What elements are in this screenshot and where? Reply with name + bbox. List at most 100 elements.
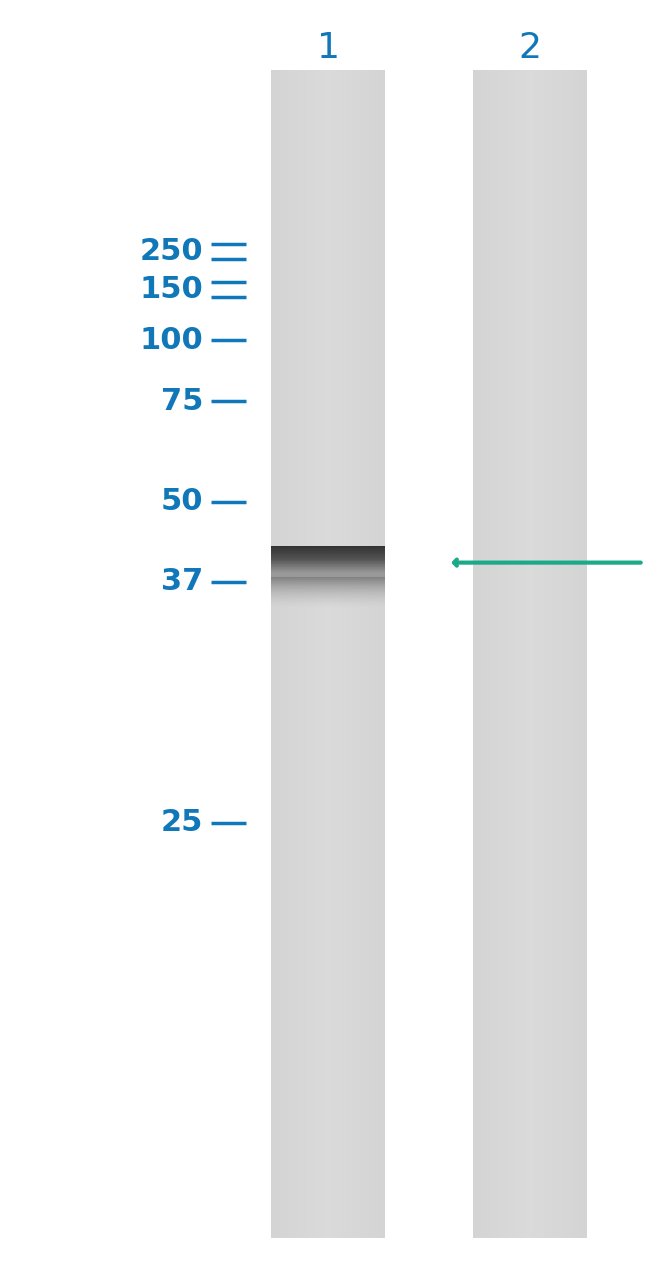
Bar	[514, 70, 515, 1238]
Bar	[505, 70, 506, 1238]
Bar	[353, 70, 354, 1238]
Bar	[332, 70, 333, 1238]
Bar	[307, 70, 308, 1238]
Bar	[373, 70, 374, 1238]
Bar	[541, 70, 542, 1238]
Bar	[490, 70, 491, 1238]
Bar	[294, 70, 295, 1238]
Text: 50: 50	[161, 488, 203, 516]
Bar	[326, 70, 328, 1238]
Bar	[335, 70, 336, 1238]
Bar	[328, 70, 329, 1238]
Bar	[510, 70, 511, 1238]
Bar	[480, 70, 482, 1238]
Bar	[376, 70, 378, 1238]
Bar	[567, 70, 569, 1238]
Bar	[527, 70, 528, 1238]
Bar	[501, 70, 502, 1238]
Bar	[522, 70, 523, 1238]
Bar	[322, 70, 324, 1238]
Bar	[547, 70, 548, 1238]
Bar	[358, 70, 359, 1238]
Bar	[513, 70, 514, 1238]
Bar	[374, 70, 376, 1238]
Bar	[384, 70, 385, 1238]
Text: 250: 250	[140, 237, 203, 265]
Bar	[482, 70, 484, 1238]
Bar	[560, 70, 561, 1238]
Bar	[336, 70, 337, 1238]
Bar	[544, 70, 545, 1238]
Bar	[562, 70, 563, 1238]
Bar	[296, 70, 297, 1238]
Bar	[308, 70, 309, 1238]
Bar	[546, 70, 547, 1238]
Bar	[357, 70, 358, 1238]
Bar	[491, 70, 492, 1238]
Bar	[484, 70, 485, 1238]
Bar	[525, 70, 526, 1238]
Bar	[361, 70, 363, 1238]
Bar	[509, 70, 510, 1238]
Bar	[493, 70, 494, 1238]
Bar	[309, 70, 310, 1238]
Bar	[515, 70, 517, 1238]
Bar	[487, 70, 488, 1238]
Bar	[532, 70, 534, 1238]
Bar	[313, 70, 314, 1238]
Bar	[273, 70, 274, 1238]
Bar	[302, 70, 303, 1238]
Bar	[534, 70, 536, 1238]
Bar	[580, 70, 581, 1238]
Bar	[571, 70, 573, 1238]
Bar	[542, 70, 543, 1238]
Bar	[371, 70, 372, 1238]
Bar	[338, 70, 339, 1238]
Bar	[512, 70, 513, 1238]
Bar	[354, 70, 355, 1238]
Bar	[310, 70, 311, 1238]
Bar	[552, 70, 553, 1238]
Bar	[519, 70, 520, 1238]
Bar	[274, 70, 275, 1238]
Bar	[518, 70, 519, 1238]
Bar	[293, 70, 294, 1238]
Bar	[301, 70, 302, 1238]
Bar	[517, 70, 518, 1238]
Bar	[315, 70, 316, 1238]
Bar	[378, 70, 380, 1238]
Bar	[295, 70, 296, 1238]
Bar	[311, 70, 312, 1238]
Bar	[350, 70, 351, 1238]
Bar	[578, 70, 579, 1238]
Bar	[555, 70, 556, 1238]
Bar	[351, 70, 352, 1238]
Bar	[372, 70, 373, 1238]
Bar	[278, 70, 279, 1238]
Bar	[566, 70, 567, 1238]
Bar	[320, 70, 322, 1238]
Bar	[279, 70, 280, 1238]
Bar	[551, 70, 552, 1238]
Bar	[584, 70, 585, 1238]
Text: 150: 150	[140, 276, 203, 304]
Bar	[583, 70, 584, 1238]
Bar	[382, 70, 384, 1238]
Bar	[334, 70, 335, 1238]
Bar	[545, 70, 546, 1238]
Bar	[298, 70, 299, 1238]
Bar	[486, 70, 487, 1238]
Text: 25: 25	[161, 809, 203, 837]
Bar	[329, 70, 330, 1238]
Bar	[492, 70, 493, 1238]
Text: 1: 1	[317, 32, 340, 65]
Bar	[363, 70, 364, 1238]
Bar	[291, 70, 292, 1238]
Bar	[538, 70, 539, 1238]
Bar	[347, 70, 348, 1238]
Bar	[502, 70, 503, 1238]
Bar	[497, 70, 499, 1238]
Bar	[368, 70, 369, 1238]
Bar	[508, 70, 509, 1238]
Bar	[367, 70, 368, 1238]
